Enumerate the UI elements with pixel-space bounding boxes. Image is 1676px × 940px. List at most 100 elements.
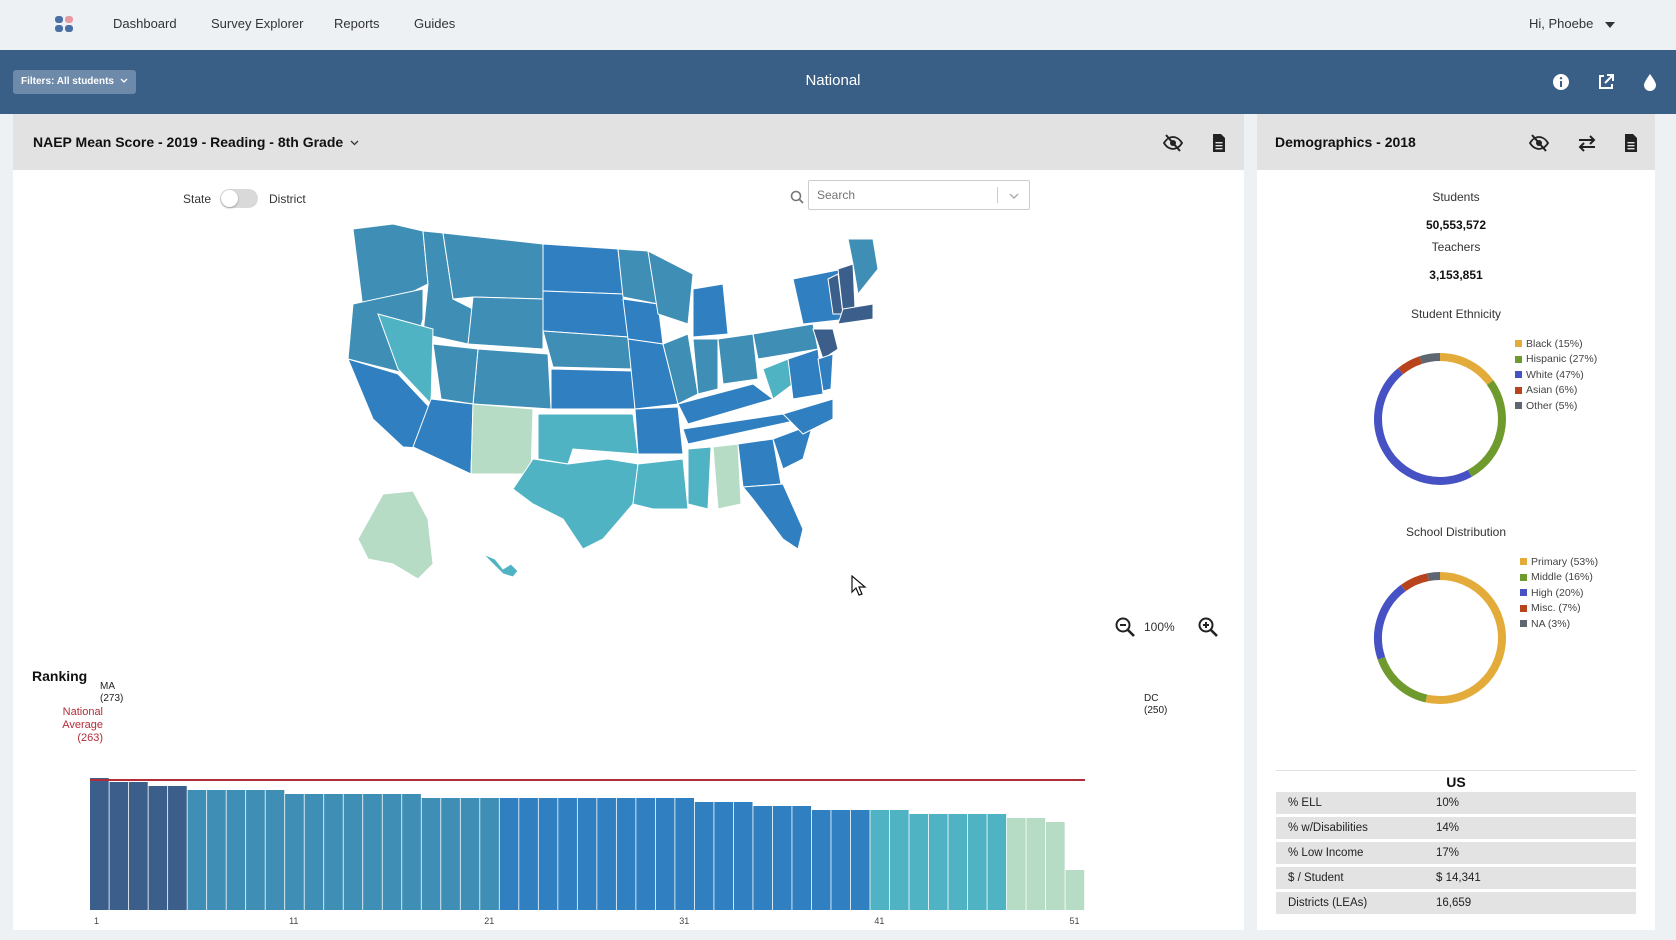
donut-slice[interactable] [1400, 573, 1430, 592]
ranking-bar[interactable] [694, 802, 714, 910]
ranking-bar[interactable] [285, 794, 304, 910]
ranking-bar[interactable] [909, 814, 929, 910]
ranking-bar[interactable] [597, 798, 616, 910]
color-drop-icon[interactable] [1640, 72, 1660, 92]
ranking-bar[interactable] [519, 798, 538, 910]
us-summary-table: US % ELL 10% % w/Disabilities 14% % Low In… [1276, 770, 1636, 917]
row-key: % Low Income [1288, 847, 1364, 859]
map-state [717, 333, 759, 385]
nav-link-reports[interactable]: Reports [334, 16, 380, 31]
donut-slice[interactable] [1425, 572, 1506, 704]
search-icon [790, 190, 804, 204]
external-link-icon[interactable] [1596, 72, 1616, 92]
legend-label: White (47%) [1526, 368, 1584, 381]
ranking-bar[interactable] [480, 798, 499, 910]
zoom-in-icon[interactable] [1197, 616, 1219, 638]
info-icon[interactable] [1551, 72, 1571, 92]
ranking-bar[interactable] [304, 794, 324, 910]
ranking-tick-label: 11 [289, 916, 298, 926]
top-rank-label: MA (273) [100, 681, 123, 705]
ranking-bar[interactable] [948, 814, 968, 910]
donut-slice[interactable] [1397, 356, 1423, 375]
ranking-bar[interactable] [558, 798, 577, 910]
ranking-bar[interactable] [382, 794, 402, 910]
ranking-bar[interactable] [870, 810, 890, 910]
ranking-bar[interactable] [811, 810, 831, 910]
metric-selector[interactable]: NAEP Mean Score - 2019 - Reading - 8th G… [33, 134, 359, 150]
donut-slice[interactable] [1467, 380, 1506, 477]
legend-label: High (20%) [1531, 586, 1584, 599]
ranking-bar[interactable] [148, 786, 168, 910]
ranking-bar[interactable] [265, 790, 285, 910]
ranking-bar[interactable] [1026, 818, 1046, 910]
ranking-bar[interactable] [343, 794, 363, 910]
ranking-bar[interactable] [850, 810, 870, 910]
map-state [812, 328, 839, 360]
ranking-bar[interactable] [1065, 870, 1085, 910]
ranking-bar[interactable] [733, 802, 753, 910]
ranking-bar[interactable] [187, 790, 207, 910]
user-menu[interactable]: Hi, Phoebe [1529, 16, 1616, 31]
search-input[interactable] [809, 181, 994, 209]
ranking-bar[interactable] [616, 798, 636, 910]
chevron-down-icon [350, 140, 359, 146]
ranking-bar[interactable] [90, 778, 109, 910]
nav-link-guides[interactable]: Guides [414, 16, 456, 31]
ranking-bar[interactable] [207, 790, 226, 910]
filters-label: Filters: All students [21, 76, 114, 87]
state-district-toggle[interactable] [220, 189, 258, 208]
nav-link-survey-explorer[interactable]: Survey Explorer [211, 16, 304, 31]
ranking-bar[interactable] [792, 806, 812, 910]
ranking-bar[interactable] [499, 798, 519, 910]
donut-slice[interactable] [1377, 656, 1428, 703]
donut-slice[interactable] [1419, 353, 1441, 364]
ranking-bar[interactable] [987, 814, 1007, 910]
ranking-bar[interactable] [363, 794, 382, 910]
demographics-header: Demographics - 2018 [1257, 114, 1655, 170]
hide-icon[interactable] [1163, 133, 1183, 153]
ranking-bar[interactable] [460, 798, 480, 910]
ranking-bar[interactable] [655, 798, 675, 910]
ranking-bar[interactable] [714, 802, 734, 910]
ranking-bar[interactable] [753, 806, 773, 910]
ranking-bar[interactable] [324, 794, 343, 910]
ranking-bar[interactable] [226, 790, 246, 910]
ranking-bar[interactable] [831, 810, 851, 910]
ranking-bar[interactable] [1045, 822, 1065, 910]
chevron-down-icon[interactable] [1007, 189, 1021, 203]
nav-link-dashboard[interactable]: Dashboard [113, 16, 177, 31]
legend-swatch [1520, 604, 1527, 612]
donut-slice[interactable] [1374, 584, 1406, 660]
ranking-bar[interactable] [772, 806, 792, 910]
table-row: % Low Income 17% [1276, 842, 1636, 864]
donut-slice[interactable] [1427, 572, 1441, 582]
ranking-bar[interactable] [246, 790, 265, 910]
us-choropleth-map[interactable] [333, 219, 933, 619]
ranking-bar[interactable] [928, 814, 948, 910]
ranking-bar[interactable] [421, 798, 441, 910]
ranking-bar[interactable] [1006, 818, 1026, 910]
ranking-bar[interactable] [109, 782, 129, 910]
hide-icon[interactable] [1529, 133, 1549, 153]
ranking-bar[interactable] [675, 798, 695, 910]
legend-item: High (20%) [1520, 585, 1598, 601]
document-icon[interactable] [1209, 133, 1229, 153]
ranking-bar[interactable] [441, 798, 460, 910]
zoom-out-icon[interactable] [1114, 616, 1136, 638]
ranking-bar[interactable] [577, 798, 597, 910]
donut-slice[interactable] [1374, 368, 1472, 485]
swap-icon[interactable] [1577, 133, 1597, 153]
ranking-bar[interactable] [538, 798, 558, 910]
mouse-cursor-icon [851, 575, 867, 596]
legend-item: Asian (6%) [1515, 383, 1597, 399]
filters-button[interactable]: Filters: All students [13, 70, 136, 94]
ranking-bar[interactable] [402, 794, 421, 910]
ranking-bar[interactable] [889, 810, 909, 910]
ranking-bar[interactable] [168, 786, 187, 910]
ranking-bar[interactable] [636, 798, 655, 910]
ranking-bar[interactable] [129, 782, 148, 910]
app-logo-icon[interactable] [55, 16, 75, 34]
document-icon[interactable] [1621, 133, 1641, 153]
donut-slice[interactable] [1439, 353, 1494, 386]
ranking-bar[interactable] [967, 814, 987, 910]
